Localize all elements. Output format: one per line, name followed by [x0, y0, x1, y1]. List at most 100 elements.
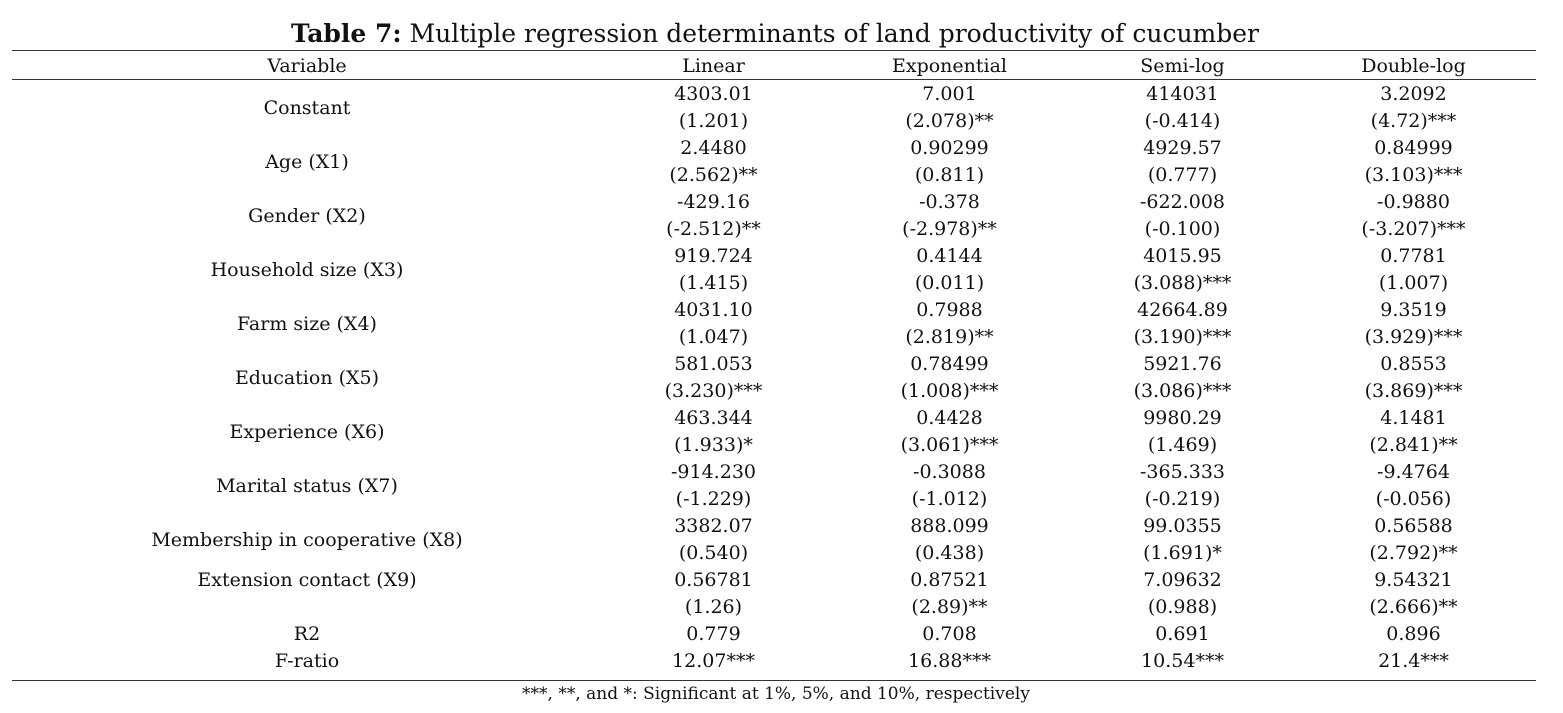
table-row: (3.230)*** (1.008)*** (3.086)*** (3.869)… [12, 378, 1536, 405]
stat-value: 10.54*** [1141, 650, 1224, 672]
tstat-cell: (-0.056) [1375, 488, 1452, 510]
tstat-cell: (2.89)** [911, 596, 988, 618]
tstat-cell: (0.777) [1147, 164, 1218, 186]
coef-cell: 4929.57 [1143, 137, 1222, 159]
stat-value: 16.88*** [908, 650, 991, 672]
coef-cell: -914.230 [671, 461, 756, 483]
tstat-cell: (-0.414) [1144, 110, 1221, 132]
coef-cell: 7.001 [922, 83, 977, 105]
tstat-cell: (2.792)** [1369, 542, 1458, 564]
table-row: Experience (X6) 463.344 0.4428 9980.29 4… [12, 405, 1536, 443]
stat-value: 0.896 [1386, 623, 1441, 645]
stats-row-r2: R2 0.779 0.708 0.691 0.896 [12, 621, 1536, 648]
coef-cell: 0.4428 [916, 407, 983, 429]
coef-cell: -0.3088 [913, 461, 986, 483]
tstat-cell: (3.061)*** [900, 434, 999, 456]
variable-cell: Membership in cooperative (X8) [151, 528, 463, 551]
table-number: Table 7: [290, 19, 402, 48]
coef-cell: 888.099 [910, 515, 989, 537]
table-row: Household size (X3) 919.724 0.4144 4015.… [12, 243, 1536, 281]
tstat-cell: (-3.207)*** [1361, 218, 1466, 240]
variable-cell: Marital status (X7) [216, 474, 398, 497]
table-row: (1.933)* (3.061)*** (1.469) (2.841)** [12, 432, 1536, 459]
coef-cell: 4015.95 [1143, 245, 1222, 267]
coef-cell: 2.4480 [680, 137, 747, 159]
variable-cell: Extension contact (X9) [197, 569, 417, 591]
col-header-semi-log: Semi-log [1140, 55, 1225, 77]
header-rule [12, 79, 1536, 80]
stat-value: 0.708 [922, 623, 977, 645]
tstat-cell: (1.007) [1378, 272, 1449, 294]
tstat-cell: (1.691)* [1143, 542, 1222, 564]
table-caption: Multiple regression determinants of land… [401, 19, 1260, 48]
tstat-cell: (0.438) [914, 542, 985, 564]
coef-cell: 9.3519 [1380, 299, 1447, 321]
table-row: (2.562)** (0.811) (0.777) (3.103)*** [12, 162, 1536, 189]
coef-cell: 4.1481 [1380, 407, 1447, 429]
tstat-cell: (1.933)* [674, 434, 753, 456]
stat-value: 21.4*** [1378, 650, 1449, 672]
tstat-cell: (1.26) [684, 596, 743, 618]
tstat-cell: (3.929)*** [1364, 326, 1463, 348]
tstat-cell: (0.988) [1147, 596, 1218, 618]
variable-cell: Experience (X6) [229, 420, 385, 443]
stat-label: F-ratio [274, 650, 340, 672]
bottom-rule [12, 680, 1536, 681]
table-row: Membership in cooperative (X8) 3382.07 8… [12, 513, 1536, 551]
table-row: (1.415) (0.011) (3.088)*** (1.007) [12, 270, 1536, 297]
variable-cell-empty [12, 594, 602, 621]
coef-cell: 0.87521 [910, 569, 989, 591]
coef-cell: 0.56781 [674, 569, 753, 591]
tstat-cell: (2.666)** [1369, 596, 1458, 618]
tstat-cell: (3.103)*** [1364, 164, 1463, 186]
coef-cell: -429.16 [677, 191, 750, 213]
coef-cell: 581.053 [674, 353, 753, 375]
table-row: (1.047) (2.819)** (3.190)*** (3.929)*** [12, 324, 1536, 351]
tstat-cell: (3.230)*** [664, 380, 763, 402]
coef-cell: 9980.29 [1143, 407, 1222, 429]
tstat-cell: (2.078)** [905, 110, 994, 132]
tstat-cell: (3.869)*** [1364, 380, 1463, 402]
coef-cell: 4031.10 [674, 299, 753, 321]
coef-cell: 0.84999 [1374, 137, 1453, 159]
table-row: Constant 4303.01 7.001 414031 3.2092 [12, 81, 1536, 119]
tstat-cell: (-0.100) [1144, 218, 1221, 240]
tstat-cell: (3.190)*** [1133, 326, 1232, 348]
coef-cell: 0.56588 [1374, 515, 1453, 537]
table-row: (1.26) (2.89)** (0.988) (2.666)** [12, 594, 1536, 621]
tstat-cell: (1.415) [678, 272, 749, 294]
variable-cell: Age (X1) [265, 150, 349, 173]
table-footnote: ***, **, and *: Significant at 1%, 5%, a… [522, 684, 1030, 704]
table-row: (-2.512)** (-2.978)** (-0.100) (-3.207)*… [12, 216, 1536, 243]
table-row: Extension contact (X9) 0.56781 0.87521 7… [12, 567, 1536, 594]
stat-value: 12.07*** [672, 650, 755, 672]
coef-cell: 99.0355 [1143, 515, 1222, 537]
coef-cell: 3382.07 [674, 515, 753, 537]
col-header-double-log: Double-log [1361, 55, 1466, 77]
coef-cell: 0.7988 [916, 299, 983, 321]
coef-cell: -0.9880 [1377, 191, 1450, 213]
tstat-cell: (4.72)*** [1370, 110, 1457, 132]
coef-cell: -0.378 [919, 191, 980, 213]
table-title: Table 7: Multiple regression determinant… [0, 18, 1550, 50]
tstat-cell: (-1.229) [675, 488, 752, 510]
coef-cell: -365.333 [1140, 461, 1225, 483]
stat-value: 0.779 [686, 623, 741, 645]
col-header-linear: Linear [682, 55, 745, 77]
table-row: Gender (X2) -429.16 -0.378 -622.008 -0.9… [12, 189, 1536, 227]
coef-cell: 4303.01 [674, 83, 753, 105]
coef-cell: 3.2092 [1380, 83, 1447, 105]
coef-cell: 0.7781 [1380, 245, 1447, 267]
tstat-cell: (1.008)*** [900, 380, 999, 402]
variable-cell: Education (X5) [234, 366, 380, 389]
tstat-cell: (2.841)** [1369, 434, 1458, 456]
variable-cell: Gender (X2) [248, 204, 366, 227]
stat-label: R2 [293, 623, 321, 645]
coef-cell: 42664.89 [1137, 299, 1228, 321]
header-row: Variable Linear Exponential Semi-log Dou… [12, 53, 1536, 79]
tstat-cell: (-2.978)** [902, 218, 997, 240]
tstat-cell: (0.811) [914, 164, 985, 186]
col-header-variable: Variable [267, 55, 347, 77]
regression-table: Variable Linear Exponential Semi-log Dou… [12, 53, 1536, 675]
tstat-cell: (1.047) [678, 326, 749, 348]
